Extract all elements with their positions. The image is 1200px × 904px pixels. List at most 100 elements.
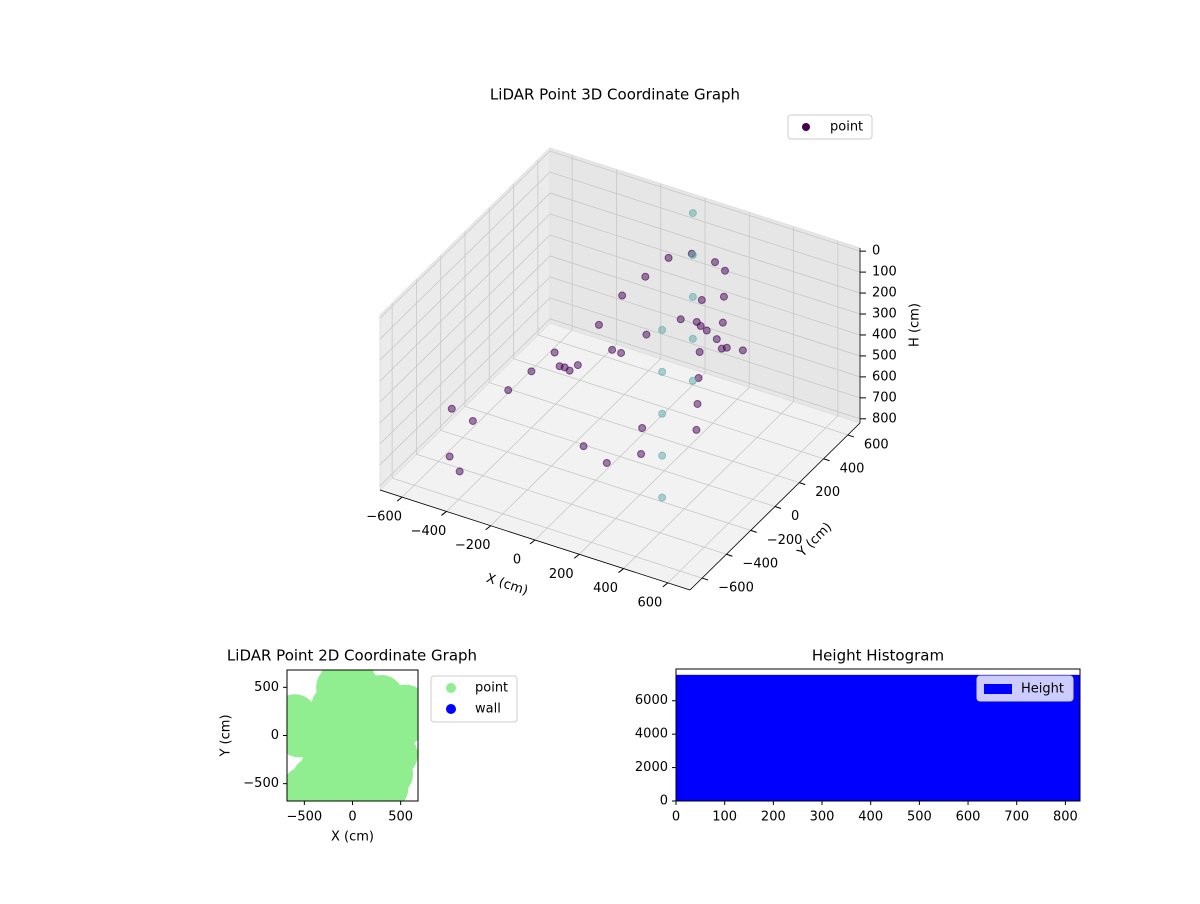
point (330, 718, 375, 763)
point (658, 451, 667, 460)
y-tick-label: 2000 (635, 760, 668, 775)
x-tick-label: 600 (956, 810, 981, 825)
y-tick-label: 0 (791, 509, 799, 524)
point (697, 296, 706, 305)
grid-line (513, 358, 824, 460)
y-tick-label: 600 (864, 437, 889, 452)
y-tick-label: 0 (271, 728, 279, 743)
axis-line (689, 422, 861, 591)
point (658, 325, 667, 334)
y-tick (847, 434, 855, 438)
x-tick (662, 582, 669, 588)
x-tick-label: 500 (907, 810, 932, 825)
grid-line (549, 297, 861, 399)
x-tick (529, 539, 536, 545)
point (702, 326, 711, 335)
x-tick-label: −400 (411, 524, 447, 539)
point (693, 399, 702, 408)
legend-label: Height (1021, 682, 1064, 697)
point (445, 452, 454, 461)
point (738, 346, 747, 355)
z-tick-label: 400 (872, 327, 897, 342)
z-tick-label: 300 (872, 307, 897, 322)
x-tick-label: −200 (455, 538, 491, 553)
y-tick (750, 529, 757, 533)
point (641, 272, 650, 281)
point (618, 291, 627, 300)
y-tick (701, 577, 709, 581)
point (688, 376, 697, 385)
y-tick-label: −600 (718, 581, 754, 596)
x-tick-label: −600 (366, 510, 402, 525)
x-tick (396, 496, 403, 502)
point (579, 442, 588, 451)
grid-line (537, 334, 848, 436)
legend-label: wall (475, 702, 501, 717)
x-tick-label: 0 (672, 810, 680, 825)
x-tick-label: 500 (388, 810, 413, 825)
grid-line (549, 234, 861, 336)
y-tick (726, 553, 733, 557)
point (504, 386, 513, 395)
legend-marker (446, 704, 456, 714)
chart-title: Height Histogram (812, 647, 944, 665)
y-tick (774, 506, 782, 509)
z-tick-label: 500 (872, 348, 897, 363)
grid-line (549, 150, 861, 252)
point (637, 449, 646, 458)
point (688, 209, 697, 218)
legend-marker (984, 684, 1012, 694)
legend-box (787, 114, 873, 140)
y-tick-label: −500 (243, 776, 279, 791)
z-axis-label: H (cm) (908, 303, 923, 347)
point (320, 771, 365, 801)
x-tick-label: 0 (513, 553, 521, 568)
point (692, 425, 701, 434)
point (718, 318, 727, 327)
z-tick-label: 200 (872, 286, 897, 301)
x-tick (441, 511, 447, 516)
y-tick-label: 500 (254, 680, 279, 695)
x-tick (573, 553, 580, 559)
legend-label: point (830, 120, 863, 135)
point (658, 493, 667, 502)
point (712, 335, 721, 344)
point (455, 467, 464, 476)
x-tick-label: 300 (810, 810, 835, 825)
z-tick-label: 800 (872, 411, 897, 426)
grid-line (549, 276, 861, 378)
grid-line (549, 255, 861, 357)
grid-line (549, 318, 861, 420)
x-axis-label: X (cm) (331, 830, 374, 845)
x-tick-label: 200 (549, 567, 574, 582)
point (695, 347, 704, 356)
plot-frame (675, 668, 1081, 802)
y-axis-label: Y (cm) (219, 714, 234, 757)
y-tick-label: −400 (742, 557, 778, 572)
grid-line (379, 171, 551, 340)
grid-line (416, 453, 727, 555)
z-tick-label: 700 (872, 390, 897, 405)
x-tick-label: 100 (712, 810, 737, 825)
point (688, 292, 697, 301)
axis-line (379, 489, 691, 591)
point (658, 409, 667, 418)
y-tick-label: 4000 (635, 727, 668, 742)
point (717, 344, 726, 353)
y-tick-label: 200 (815, 485, 840, 500)
y-tick-label: 0 (660, 794, 668, 809)
point (658, 367, 667, 376)
point (550, 348, 559, 357)
point (688, 250, 697, 259)
point (602, 458, 611, 467)
x-tick-label: 400 (858, 810, 883, 825)
point (447, 404, 456, 413)
point (608, 345, 617, 354)
grid-line (464, 406, 776, 507)
legend-marker (446, 683, 456, 693)
grid-line (392, 477, 703, 579)
point (638, 424, 647, 433)
y-tick (823, 458, 830, 462)
point (642, 330, 651, 339)
